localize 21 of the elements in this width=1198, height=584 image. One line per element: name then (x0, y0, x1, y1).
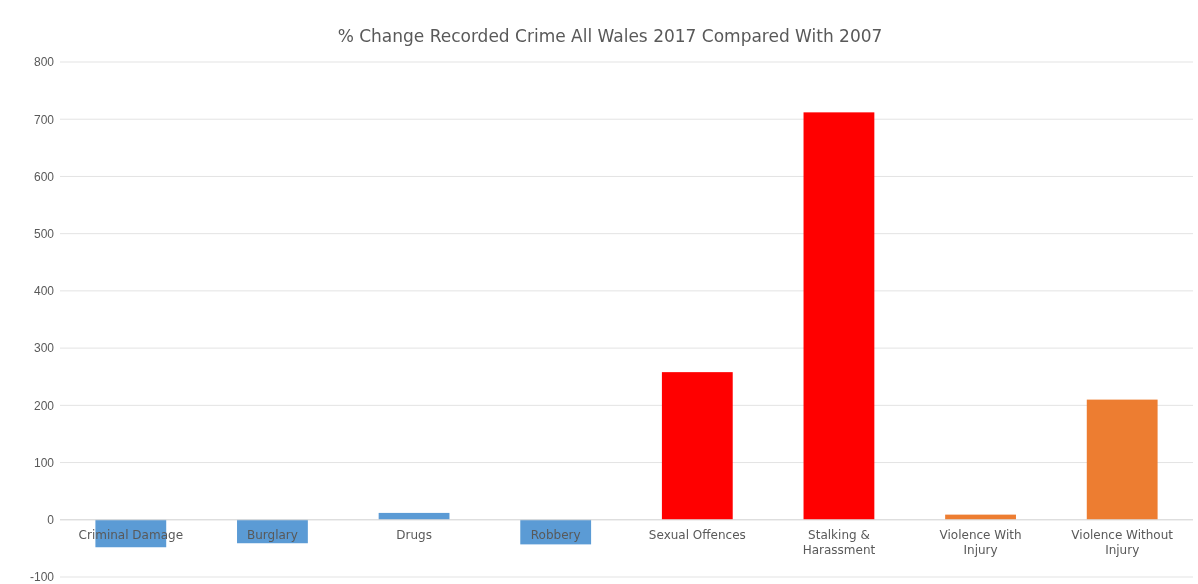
y-tick-label: 400 (33, 284, 55, 299)
bar (661, 372, 733, 520)
x-tick-label: Violence With Injury (939, 527, 1022, 557)
x-tick-label: Violence Without Injury (1071, 527, 1174, 557)
y-tick-label: 700 (33, 112, 55, 127)
y-tick-label: 600 (33, 169, 55, 184)
bar (803, 112, 875, 520)
x-tick-label: Burglary (246, 527, 298, 542)
y-tick-label: -100 (29, 570, 55, 584)
x-tick-label: Sexual Offences (648, 527, 746, 542)
y-tick-label: 0 (47, 513, 55, 528)
y-tick-label: 500 (33, 227, 55, 242)
x-tick-label: Robbery (530, 527, 581, 542)
y-tick-label: 200 (33, 398, 55, 413)
x-tick-label: Stalking & Harassment (802, 527, 876, 557)
x-tick-label: Drugs (396, 527, 432, 542)
y-tick-label: 300 (33, 341, 55, 356)
bar (1086, 399, 1158, 520)
y-tick-label: 800 (33, 55, 55, 70)
y-tick-label: 100 (33, 455, 55, 470)
chart-title: % Change Recorded Crime All Wales 2017 Compared With 2007 (337, 26, 883, 46)
